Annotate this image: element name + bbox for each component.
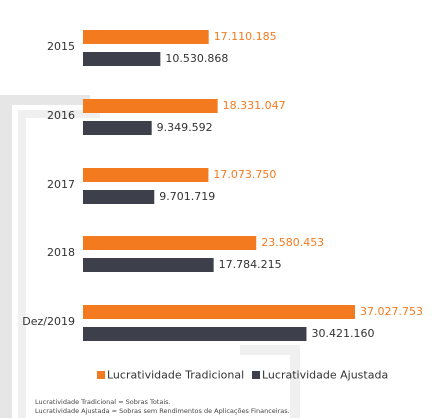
value-label: 9.701.719: [159, 190, 215, 203]
footnote: Lucratividade Tradicional = Sobras Totai…: [35, 398, 171, 406]
category-label: 2017: [47, 178, 75, 191]
value-label: 23.580.453: [261, 236, 324, 249]
value-label: 37.027.753: [360, 305, 423, 318]
bar: [83, 121, 152, 135]
value-label: 18.331.047: [223, 99, 286, 112]
bar: [83, 236, 257, 250]
legend-swatch: [252, 371, 260, 379]
value-label: 17.073.750: [213, 168, 276, 181]
category-label: Dez/2019: [22, 315, 75, 328]
bar: [83, 52, 161, 66]
bar: [83, 327, 307, 341]
bar: [83, 99, 218, 113]
legend-swatch: [97, 371, 105, 379]
bar: [83, 190, 155, 204]
legend-label: Lucratividade Ajustada: [262, 369, 388, 382]
value-label: 10.530.868: [165, 52, 228, 65]
bar: [83, 305, 355, 319]
bar: [83, 258, 214, 272]
bar: [83, 168, 209, 182]
category-label: 2018: [47, 246, 75, 259]
background-decoration: [0, 95, 300, 418]
category-label: 2016: [47, 109, 75, 122]
value-label: 9.349.592: [157, 121, 213, 134]
footnote: Lucratividade Ajustada = Sobras sem Rend…: [35, 407, 290, 415]
legend-label: Lucratividade Tradicional: [107, 369, 244, 382]
value-label: 17.784.215: [219, 258, 282, 271]
value-label: 17.110.185: [214, 30, 277, 43]
value-label: 30.421.160: [311, 327, 374, 340]
category-label: 2015: [47, 40, 75, 53]
bar: [83, 30, 209, 44]
